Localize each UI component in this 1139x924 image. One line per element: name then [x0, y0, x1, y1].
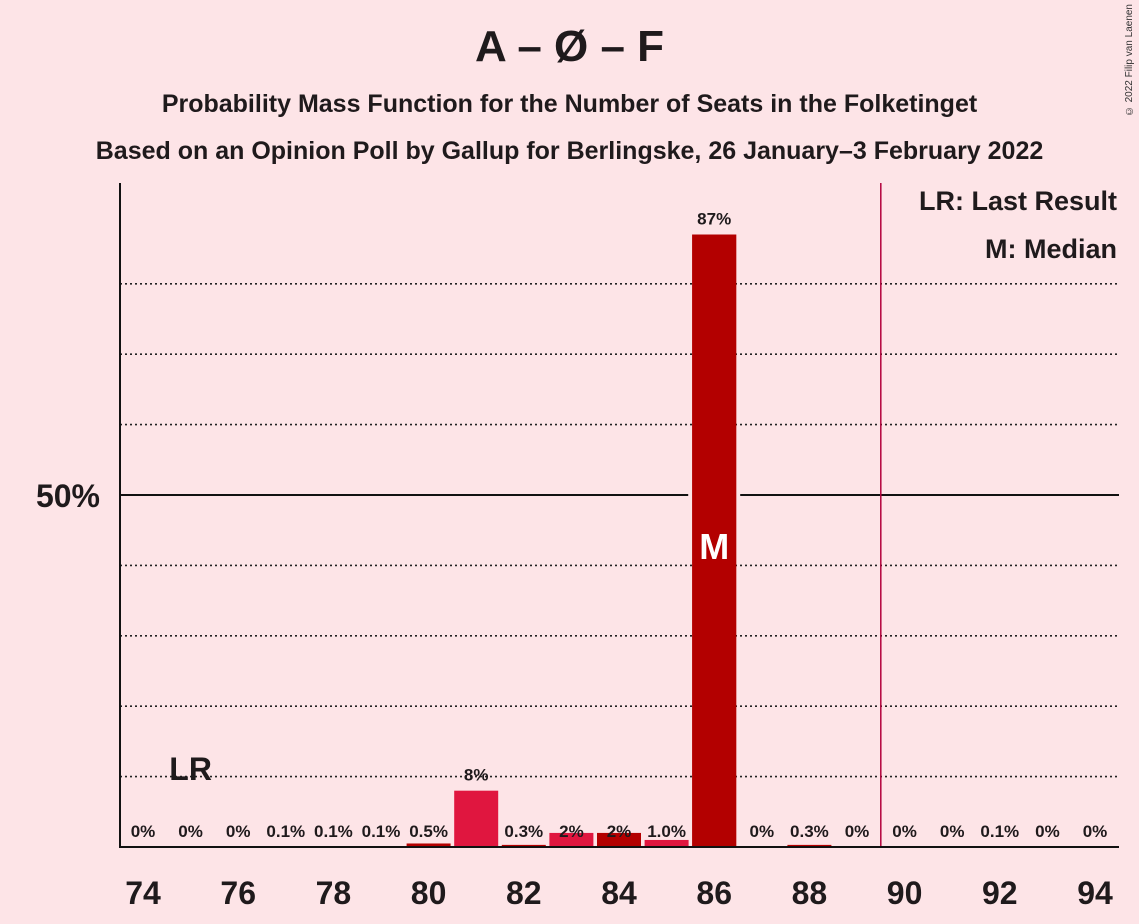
chart-title: A – Ø – F [474, 22, 665, 71]
data-label-85: 1.0% [647, 822, 686, 841]
data-label-80: 0.5% [409, 822, 448, 841]
x-tick-84: 84 [601, 875, 637, 911]
median-marker: M [699, 526, 729, 567]
data-label-75: 0% [178, 822, 203, 841]
data-label-90: 0% [892, 822, 917, 841]
data-label-89: 0% [845, 822, 870, 841]
data-label-84: 2% [607, 822, 632, 841]
x-tick-88: 88 [792, 875, 828, 911]
data-label-78: 0.1% [314, 822, 353, 841]
data-label-81: 8% [464, 766, 489, 785]
y-tick-50: 50% [36, 478, 100, 514]
bar-seat-80 [406, 843, 451, 847]
chart-source: Based on an Opinion Poll by Gallup for B… [95, 137, 1044, 165]
x-tick-76: 76 [220, 875, 256, 911]
x-tick-74: 74 [125, 875, 161, 911]
legend-median: M: Median [985, 234, 1117, 264]
data-label-88: 0.3% [790, 822, 829, 841]
data-label-91: 0% [940, 822, 965, 841]
x-tick-94: 94 [1077, 875, 1113, 911]
bar-seat-81 [454, 790, 499, 847]
last-result-marker: LR [169, 751, 212, 787]
data-label-93: 0% [1035, 822, 1060, 841]
bar-seat-88 [787, 844, 832, 847]
data-label-82: 0.3% [504, 822, 543, 841]
x-tick-78: 78 [316, 875, 352, 911]
bar-seat-83 [549, 832, 594, 847]
data-label-79: 0.1% [362, 822, 401, 841]
data-label-74: 0% [131, 822, 156, 841]
legend-last-result: LR: Last Result [919, 186, 1117, 216]
bar-seat-84 [597, 832, 641, 847]
data-label-77: 0.1% [266, 822, 305, 841]
x-tick-92: 92 [982, 875, 1018, 911]
data-label-83: 2% [559, 822, 584, 841]
x-tick-86: 86 [696, 875, 732, 911]
bars [263, 234, 1022, 847]
x-tick-80: 80 [411, 875, 447, 911]
axes: 50% 74 76 78 80 82 84 86 88 90 92 94 [36, 183, 1119, 911]
bar-seat-85 [644, 839, 689, 847]
x-tick-82: 82 [506, 875, 542, 911]
bar-seat-82 [501, 844, 546, 847]
data-label-94: 0% [1083, 822, 1108, 841]
data-label-76: 0% [226, 822, 251, 841]
bar-labels: 0% 0% 0% 0.1% 0.1% 0.1% 0.5% 8% 0.3% 2% 2% 1.0% 87% 0… [131, 210, 1108, 841]
chart-subtitle: Probability Mass Function for the Number… [161, 90, 978, 118]
gridlines [120, 282, 1119, 778]
data-label-86: 87% [697, 210, 731, 229]
x-tick-90: 90 [887, 875, 923, 911]
data-label-92: 0.1% [980, 822, 1019, 841]
data-label-87: 0% [750, 822, 775, 841]
bar-seat-86-front [692, 234, 737, 847]
